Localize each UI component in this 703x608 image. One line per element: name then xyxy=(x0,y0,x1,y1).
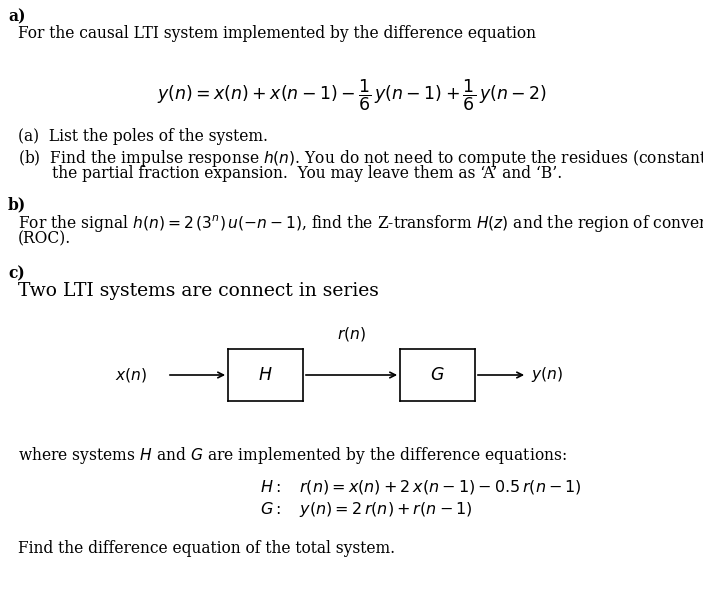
Text: the partial fraction expansion.  You may leave them as ‘A’ and ‘B’.: the partial fraction expansion. You may … xyxy=(18,165,562,182)
Text: (a)  List the poles of the system.: (a) List the poles of the system. xyxy=(18,128,268,145)
Text: (b)  Find the impulse response $h(n)$. You do not need to compute the residues (: (b) Find the impulse response $h(n)$. Yo… xyxy=(18,148,703,169)
Text: Two LTI systems are connect in series: Two LTI systems are connect in series xyxy=(18,282,379,300)
Text: $y(n) = x(n) + x(n-1) - \dfrac{1}{6}\,y(n-1) + \dfrac{1}{6}\,y(n-2)$: $y(n) = x(n) + x(n-1) - \dfrac{1}{6}\,y(… xyxy=(157,78,546,114)
Text: $x(n)$: $x(n)$ xyxy=(115,366,147,384)
Text: $H: \quad r(n) = x(n) + 2\,x(n-1) - 0.5\,r(n-1)$: $H: \quad r(n) = x(n) + 2\,x(n-1) - 0.5\… xyxy=(260,478,582,496)
Text: where systems $H$ and $G$ are implemented by the difference equations:: where systems $H$ and $G$ are implemente… xyxy=(18,445,567,466)
Text: For the causal LTI system implemented by the difference equation: For the causal LTI system implemented by… xyxy=(18,25,536,42)
Text: $G$: $G$ xyxy=(430,367,445,384)
Text: $y(n)$: $y(n)$ xyxy=(531,365,563,384)
Text: $G: \quad y(n) = 2\,r(n) + r(n-1)$: $G: \quad y(n) = 2\,r(n) + r(n-1)$ xyxy=(260,500,472,519)
Text: a): a) xyxy=(8,8,25,25)
Text: (ROC).: (ROC). xyxy=(18,230,71,247)
Text: Find the difference equation of the total system.: Find the difference equation of the tota… xyxy=(18,540,395,557)
Text: c): c) xyxy=(8,265,25,282)
Text: $H$: $H$ xyxy=(258,367,273,384)
Text: For the signal $h(n) = 2\,(3^n)\,u(-n-1)$, find the Z-transform $H(z)$ and the r: For the signal $h(n) = 2\,(3^n)\,u(-n-1)… xyxy=(18,213,703,234)
Text: b): b) xyxy=(8,196,26,213)
Text: $r(n)$: $r(n)$ xyxy=(337,325,366,343)
